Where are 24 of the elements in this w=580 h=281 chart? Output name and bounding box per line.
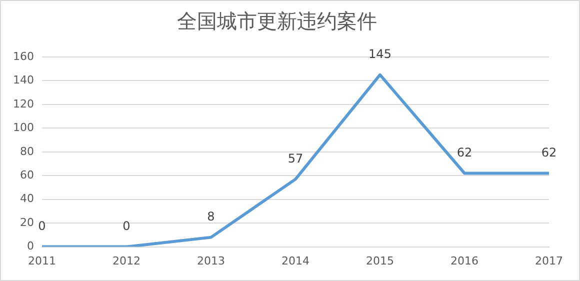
x-tick-label: 2016 bbox=[450, 254, 478, 268]
data-label: 0 bbox=[38, 218, 46, 233]
y-tick-label: 120 bbox=[12, 97, 34, 110]
y-tick-label: 140 bbox=[12, 74, 34, 87]
data-label: 62 bbox=[541, 145, 557, 160]
x-tick-label: 2015 bbox=[366, 254, 394, 268]
y-tick-label: 100 bbox=[12, 121, 34, 134]
x-tick-label: 2014 bbox=[282, 254, 310, 268]
y-tick-label: 160 bbox=[12, 50, 34, 63]
x-tick-label: 2012 bbox=[112, 254, 140, 268]
x-tick-label: 2017 bbox=[535, 254, 563, 268]
x-tick-label: 2011 bbox=[28, 254, 56, 268]
y-tick-label: 0 bbox=[26, 240, 34, 253]
y-tick-label: 20 bbox=[20, 216, 34, 229]
data-label: 0 bbox=[122, 218, 130, 233]
y-tick-label: 60 bbox=[20, 168, 34, 182]
data-label: 57 bbox=[288, 151, 304, 166]
x-tick-label: 2013 bbox=[196, 254, 225, 268]
data-label: 8 bbox=[207, 209, 215, 224]
chart-title: 全国城市更新违约案件 bbox=[177, 9, 377, 34]
data-label: 62 bbox=[456, 145, 472, 160]
y-tick-label: 40 bbox=[20, 192, 34, 206]
data-label: 145 bbox=[368, 46, 392, 61]
y-tick-label: 80 bbox=[20, 144, 34, 158]
